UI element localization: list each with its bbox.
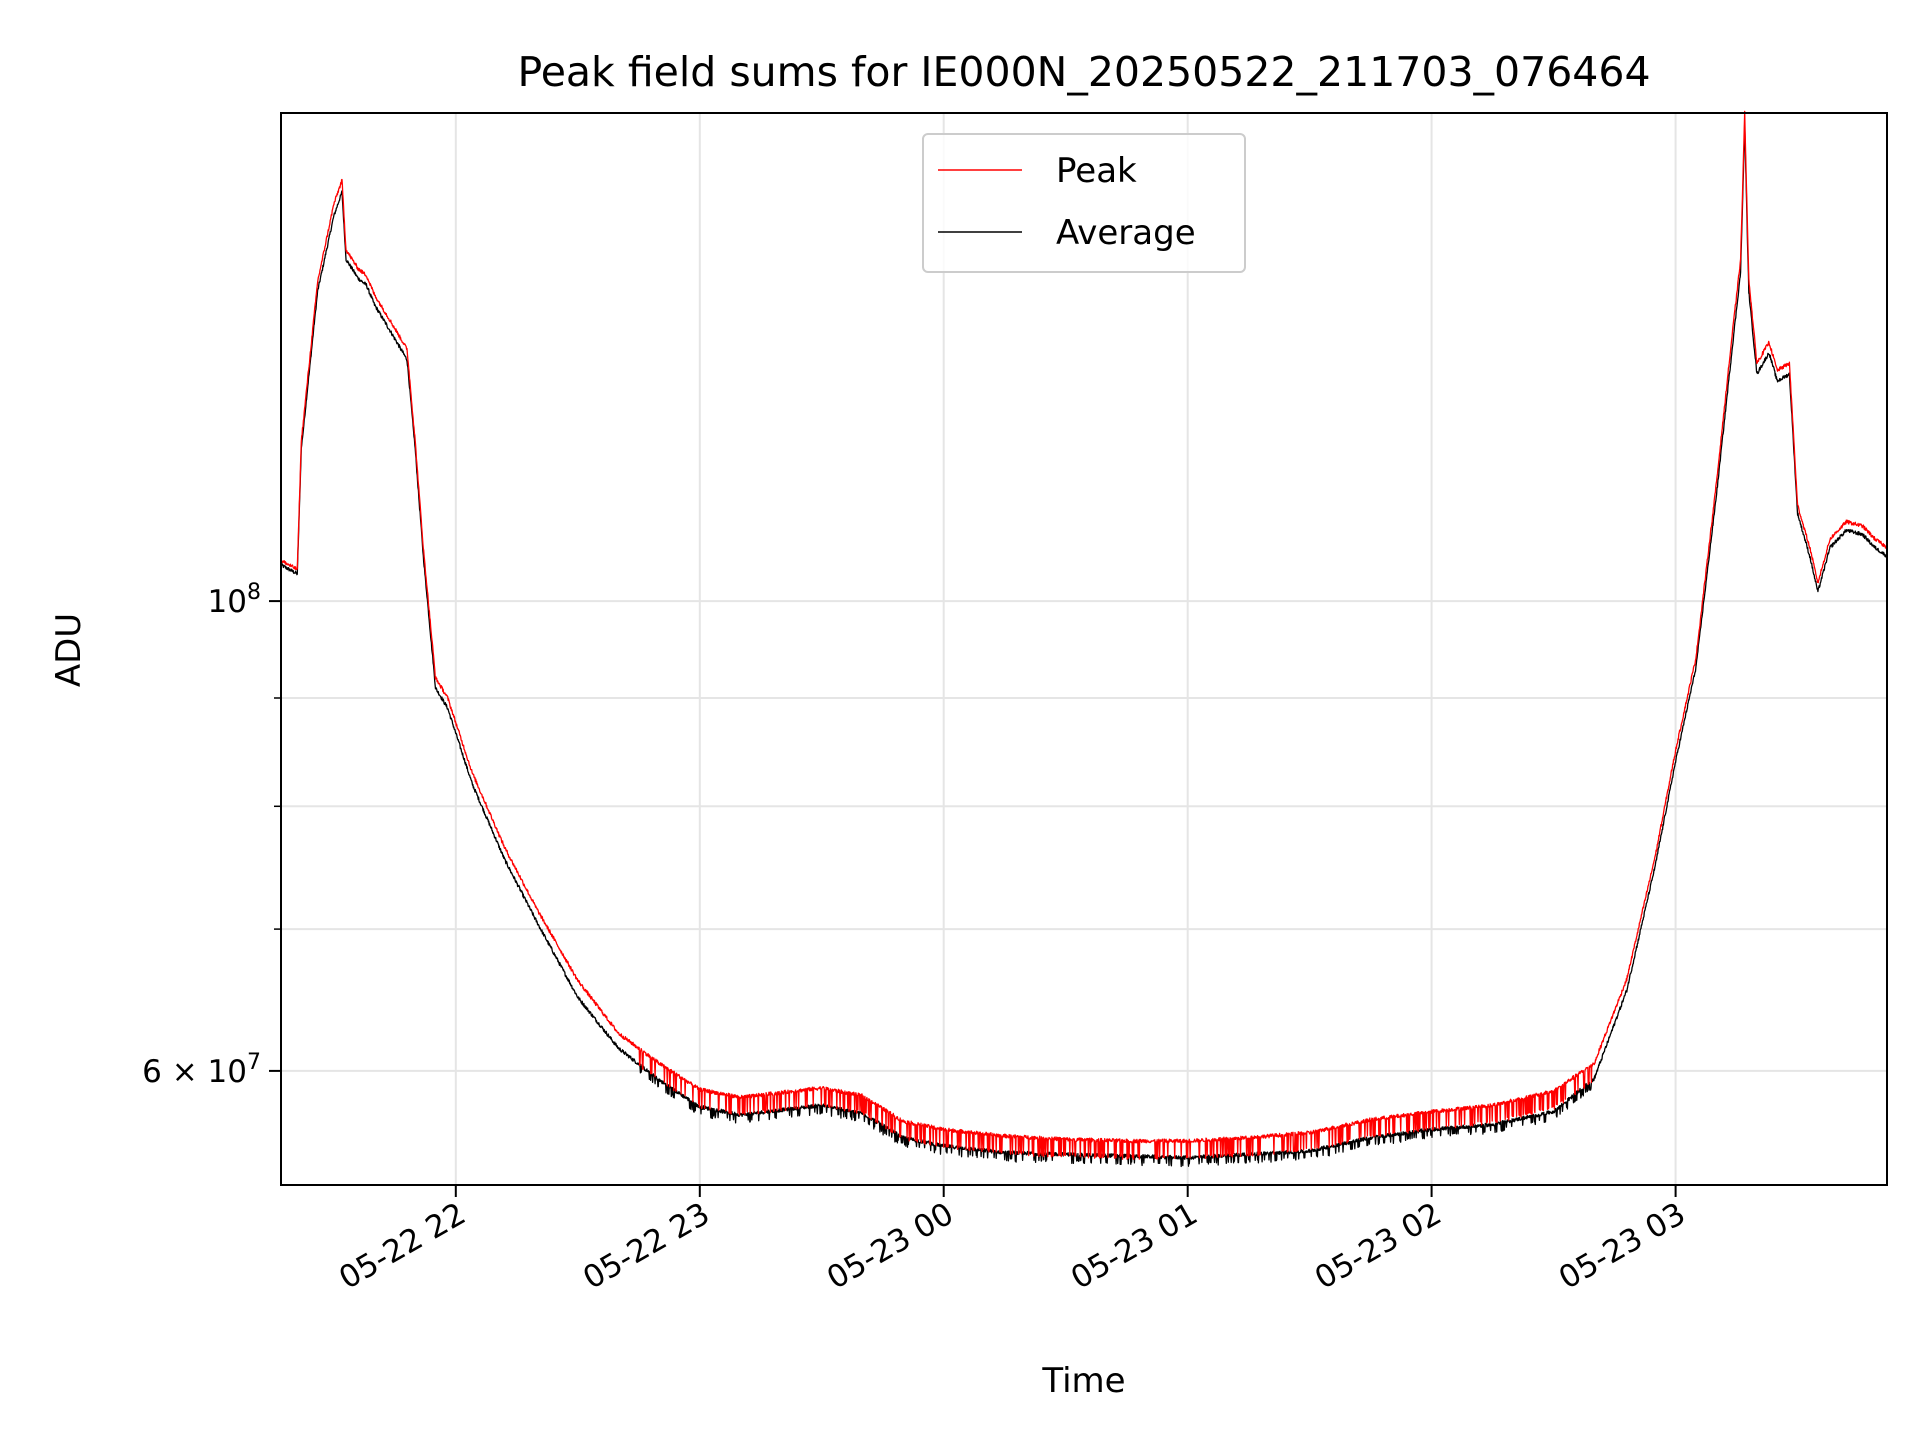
- grid-layer: [281, 113, 1887, 1185]
- legend: Peak Average: [922, 133, 1246, 273]
- series-line-peak: [280, 110, 1888, 1160]
- y-tick-label-0: 108: [208, 580, 261, 620]
- y-axis-label: ADU: [49, 613, 89, 687]
- legend-box: [922, 133, 1246, 273]
- y-tick-label-1: 6 × 107: [142, 1050, 261, 1090]
- chart-title: Peak field sums for IE000N_20250522_2117…: [517, 48, 1650, 96]
- legend-label-average: Average: [1056, 213, 1196, 253]
- legend-label-peak: Peak: [1056, 151, 1137, 191]
- series-layer: [280, 110, 1888, 1168]
- x-axis-label: Time: [1041, 1361, 1125, 1401]
- plot-frame: [280, 112, 1888, 1186]
